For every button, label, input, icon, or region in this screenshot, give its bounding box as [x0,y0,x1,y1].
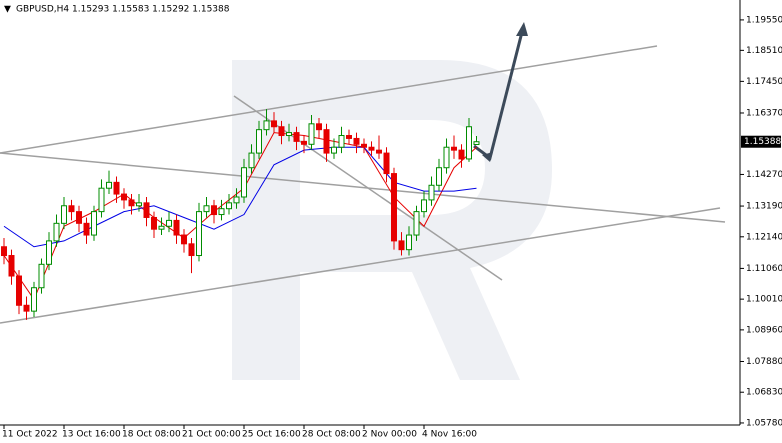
candle-body [196,211,202,257]
x-tick-label: 21 Oct 00:00 [182,430,241,440]
y-tick-label: 1.08960 [746,325,782,335]
candle-body [473,141,480,146]
forecast-arrow [473,22,528,162]
y-tick-label: 1.18510 [746,46,782,56]
y-tick-label: 1.07880 [746,357,782,367]
candle-body [383,152,390,175]
candle-body [278,126,285,137]
candle-body [368,146,375,151]
candle-body [413,211,420,236]
candle-body [361,143,367,148]
candle-body [226,202,232,210]
y-tick-label: 1.10010 [746,295,782,305]
candle-body [428,184,435,201]
candle-body [218,208,225,216]
y-tick-label: 1.19550 [746,15,782,25]
candle-body [301,140,307,145]
candle-body [376,149,382,154]
candle-body [286,132,292,137]
candle-body [211,205,217,216]
candle-body [421,199,427,213]
candle-body [151,216,157,230]
candle-body [316,123,322,131]
candle-body [331,146,337,154]
candle-body [451,146,457,151]
y-tick-label: 1.17450 [746,77,782,87]
candle-body [353,137,360,145]
candle-body [263,120,270,131]
candle-body [436,167,442,186]
candle-body [98,187,105,213]
candle-body [241,167,247,198]
candle-body [346,135,352,139]
candle-body [91,211,97,236]
candle-body [248,152,255,169]
candle-body [443,146,450,169]
y-tick-label: 1.06830 [746,388,782,398]
candle-body [136,202,142,207]
candle-body [53,222,60,242]
candle-body [106,181,112,189]
candle-body [338,135,345,148]
candle-body [458,149,465,160]
candle-body [271,120,277,128]
candle-body [308,123,315,145]
candle-body [188,243,195,257]
candle-body [466,126,472,160]
candle-body [391,173,397,242]
candle-body [166,219,172,227]
candle-body [293,132,300,142]
y-tick-label: 1.16370 [746,108,782,118]
candle-body [233,196,240,204]
chart-title: GBPUSD,H4 1.15293 1.15583 1.15292 1.1538… [16,5,230,15]
x-tick-label: 4 Nov 16:00 [422,430,477,440]
x-tick-label: 28 Oct 08:00 [302,430,361,440]
candle-body [31,287,37,312]
candle-body [76,211,82,224]
candle-body [113,181,120,195]
x-tick-label: 25 Oct 16:00 [242,430,301,440]
current-price-label: 1.15388 [744,137,781,147]
x-tick-label: 18 Oct 08:00 [122,430,181,440]
x-tick-label: 13 Oct 16:00 [62,430,121,440]
current-price-box [741,135,781,148]
x-tick-label: 11 Oct 2022 [2,430,58,440]
candle-body [203,205,210,213]
analysis-lines [0,45,726,324]
y-tick-label: 1.05780 [746,418,782,428]
candle-body [1,246,7,257]
candle-body [181,234,187,245]
candle-body [46,240,52,265]
y-tick-label: 1.12140 [746,232,782,242]
candle-body [16,275,22,306]
candle-body [128,199,135,207]
candle-body [398,240,405,251]
candle-body [38,263,45,289]
candle-body [406,234,412,251]
x-tick-label: 2 Nov 00:00 [362,430,417,440]
candle-body [256,129,262,154]
y-tick-label: 1.13190 [746,202,782,212]
candle-body [121,193,127,201]
candle-body [158,225,165,230]
candle-body [61,205,67,224]
candle-body [143,202,150,218]
candle-body [8,255,15,277]
y-tick-label: 1.14270 [746,170,782,180]
candle-body [173,219,180,236]
candle-body [83,222,90,236]
candle-body [23,304,30,312]
candle-body [68,205,75,213]
header-icon: ▼ [4,5,11,15]
y-tick-label: 1.11060 [746,264,782,274]
candle-body [323,129,330,154]
